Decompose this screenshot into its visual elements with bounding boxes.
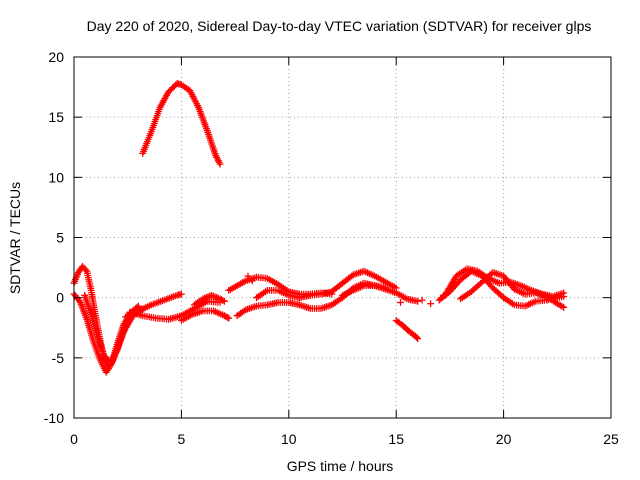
x-tick-label: 15 <box>388 431 404 447</box>
y-tick-label: 20 <box>48 49 64 65</box>
series-arc-3 <box>178 307 233 324</box>
data-point <box>413 334 420 341</box>
series-arc-9 <box>392 317 422 342</box>
x-tick-label: 10 <box>281 431 297 447</box>
y-tick-label: 0 <box>56 290 64 306</box>
data-point <box>225 314 233 322</box>
y-axis-label: SDTVAR / TECUs <box>7 182 23 294</box>
series-isolated <box>225 272 447 322</box>
data-point <box>418 296 426 304</box>
series-arc-7 <box>253 267 400 302</box>
data-point <box>560 289 568 297</box>
grid-lines <box>74 57 611 418</box>
x-tick-label: 5 <box>178 431 186 447</box>
y-tick-label: 15 <box>48 109 64 125</box>
y-tick-label: -10 <box>44 410 64 426</box>
data-point <box>558 303 566 310</box>
x-tick-label: 0 <box>70 431 78 447</box>
x-axis-label: GPS time / hours <box>287 458 394 474</box>
data-point <box>178 290 185 298</box>
series-arc-12 <box>457 269 568 311</box>
data-point <box>248 277 256 285</box>
y-tick-label: 5 <box>56 230 64 246</box>
series-arc-4 <box>190 291 228 309</box>
series-arc-8 <box>339 282 422 305</box>
data-point <box>223 313 231 321</box>
x-tick-label: 20 <box>496 431 512 447</box>
x-tick-label: 25 <box>603 431 619 447</box>
data-point <box>414 335 422 342</box>
y-tick-label: 10 <box>48 169 64 185</box>
data-point <box>440 291 447 299</box>
axes: 0 5 10 15 20 25 -10 -5 0 5 10 15 20 <box>44 49 619 447</box>
series-arc-10 <box>435 267 568 310</box>
data-point <box>397 299 404 306</box>
data-point <box>244 272 252 280</box>
data-series <box>70 80 568 376</box>
data-point <box>221 297 228 305</box>
chart-title: Day 220 of 2020, Sidereal Day-to-day VTE… <box>87 18 592 34</box>
series-arc-dip-c <box>81 291 134 366</box>
data-point <box>427 300 434 308</box>
data-point <box>560 303 568 311</box>
data-point <box>82 266 89 273</box>
data-point <box>216 160 224 168</box>
data-point <box>219 297 227 304</box>
y-tick-label: -5 <box>52 350 65 366</box>
series-arc-peak <box>139 80 224 168</box>
series-arc-2 <box>126 297 224 323</box>
data-point <box>414 297 422 305</box>
